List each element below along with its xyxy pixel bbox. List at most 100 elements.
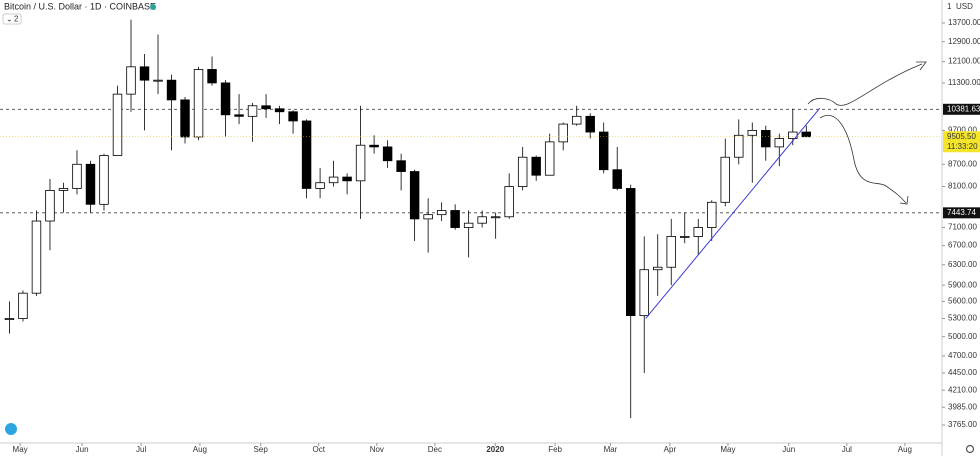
y-tick-label: 8100.00 bbox=[948, 182, 977, 191]
trendline bbox=[645, 107, 821, 319]
candle-body bbox=[544, 141, 555, 176]
level-box bbox=[943, 103, 980, 115]
candle-body bbox=[761, 130, 771, 148]
candle-body bbox=[85, 163, 96, 205]
x-tick-label: Jun bbox=[76, 445, 89, 454]
x-tick-label: Jul bbox=[842, 445, 852, 454]
candle-body bbox=[193, 69, 204, 138]
candle-body bbox=[720, 156, 730, 203]
logo[interactable] bbox=[5, 423, 17, 435]
candle-body bbox=[571, 115, 582, 125]
candle-body bbox=[625, 188, 636, 317]
drawn-arrow-down bbox=[819, 115, 907, 204]
x-tick-label: Aug bbox=[898, 445, 912, 454]
y-tick-label: 5900.00 bbox=[948, 280, 977, 289]
y-tick-label: 11300.00 bbox=[948, 78, 980, 87]
candle-body bbox=[288, 111, 298, 122]
candle-body bbox=[99, 155, 109, 205]
candle-body bbox=[653, 266, 663, 271]
y-tick-label: 3985.00 bbox=[948, 402, 977, 411]
level-label: 10381.63 bbox=[947, 104, 980, 113]
x-tick-label: Aug bbox=[193, 445, 207, 454]
settings-icon[interactable] bbox=[965, 444, 975, 454]
y-tick-label: 4450.00 bbox=[948, 368, 977, 377]
last-price-label: 9505.50 bbox=[947, 132, 976, 141]
candle-body bbox=[598, 131, 609, 171]
x-tick-label: Apr bbox=[664, 445, 677, 454]
candle-body bbox=[4, 318, 15, 320]
candle-body bbox=[274, 108, 285, 113]
candle-body bbox=[774, 138, 785, 148]
candle-body bbox=[342, 176, 352, 182]
arrow-head bbox=[916, 61, 927, 71]
candle-body bbox=[477, 216, 487, 224]
candle-body bbox=[639, 269, 649, 317]
candle-body bbox=[382, 146, 393, 162]
candle-body bbox=[436, 210, 447, 216]
candle-body bbox=[490, 216, 501, 219]
candle-body bbox=[18, 292, 28, 319]
arrow-head bbox=[899, 195, 909, 205]
candle-body bbox=[355, 144, 366, 182]
x-tick-label: Oct bbox=[313, 445, 326, 454]
candle-body bbox=[247, 105, 258, 117]
x-tick-label: May bbox=[13, 445, 28, 454]
candle-body bbox=[139, 66, 150, 81]
level-box bbox=[943, 207, 980, 219]
candle-body bbox=[369, 144, 379, 148]
y-tick-label: 4210.00 bbox=[948, 385, 977, 394]
candle-body bbox=[315, 182, 325, 189]
x-tick-label: Jul bbox=[136, 445, 146, 454]
drawn-arrow-up bbox=[807, 63, 923, 106]
y-tick-label: 6700.00 bbox=[948, 241, 977, 250]
x-tick-label: Mar bbox=[604, 445, 618, 454]
candle-body bbox=[328, 176, 339, 184]
y-tick-label: 5000.00 bbox=[948, 332, 977, 341]
candle-body bbox=[558, 123, 568, 143]
chart-title: Bitcoin / U.S. Dollar · 1D · COINBASE bbox=[4, 1, 156, 11]
candle-body bbox=[166, 79, 177, 101]
toggle-arrow: ⌄ bbox=[6, 15, 13, 24]
indicator-toggle[interactable] bbox=[2, 13, 22, 25]
candle-body bbox=[517, 156, 528, 187]
y-tick-label: 13700.00 bbox=[948, 18, 980, 27]
y-tick-label: 5300.00 bbox=[948, 314, 977, 323]
y-tick-label: 9700.00 bbox=[948, 126, 977, 135]
candle-body bbox=[153, 79, 163, 82]
candle-body bbox=[423, 214, 433, 220]
candle-body bbox=[463, 222, 474, 228]
candle-body bbox=[666, 236, 676, 268]
candle-body bbox=[801, 131, 812, 138]
level-label: 7443.74 bbox=[947, 208, 976, 217]
y-tick-label: 5600.00 bbox=[948, 297, 977, 306]
candle-body bbox=[693, 227, 703, 237]
candle-body bbox=[734, 134, 744, 158]
candle-body bbox=[72, 163, 82, 189]
candle-body bbox=[747, 130, 757, 136]
indicator-count: 2 bbox=[14, 15, 19, 24]
candle-body bbox=[261, 105, 271, 110]
candle-body bbox=[396, 160, 406, 172]
unit[interactable]: USD bbox=[956, 2, 973, 11]
unit-multiplier[interactable]: 1 bbox=[947, 2, 952, 11]
x-tick-label: Feb bbox=[548, 445, 562, 454]
candle-body bbox=[680, 236, 690, 238]
candle-body bbox=[220, 82, 231, 116]
y-tick-label: 12900.00 bbox=[948, 37, 980, 46]
countdown: 11:33:20 bbox=[947, 142, 978, 151]
candle-body bbox=[450, 210, 460, 228]
candle-body bbox=[45, 190, 55, 222]
y-tick-label: 12100.00 bbox=[948, 57, 980, 66]
y-tick-label: 8700.00 bbox=[948, 159, 977, 168]
x-tick-label: 2020 bbox=[486, 445, 504, 454]
candle-body bbox=[112, 93, 123, 156]
candle-body bbox=[531, 156, 541, 176]
y-tick-label: 3765.00 bbox=[948, 420, 977, 429]
candle-body bbox=[31, 220, 42, 294]
x-tick-label: Nov bbox=[370, 445, 384, 454]
candle-body bbox=[612, 169, 622, 189]
y-tick-label: 4700.00 bbox=[948, 351, 977, 360]
x-tick-label: Jun bbox=[782, 445, 795, 454]
y-tick-label: 7100.00 bbox=[948, 223, 977, 232]
candle-body bbox=[180, 99, 190, 138]
